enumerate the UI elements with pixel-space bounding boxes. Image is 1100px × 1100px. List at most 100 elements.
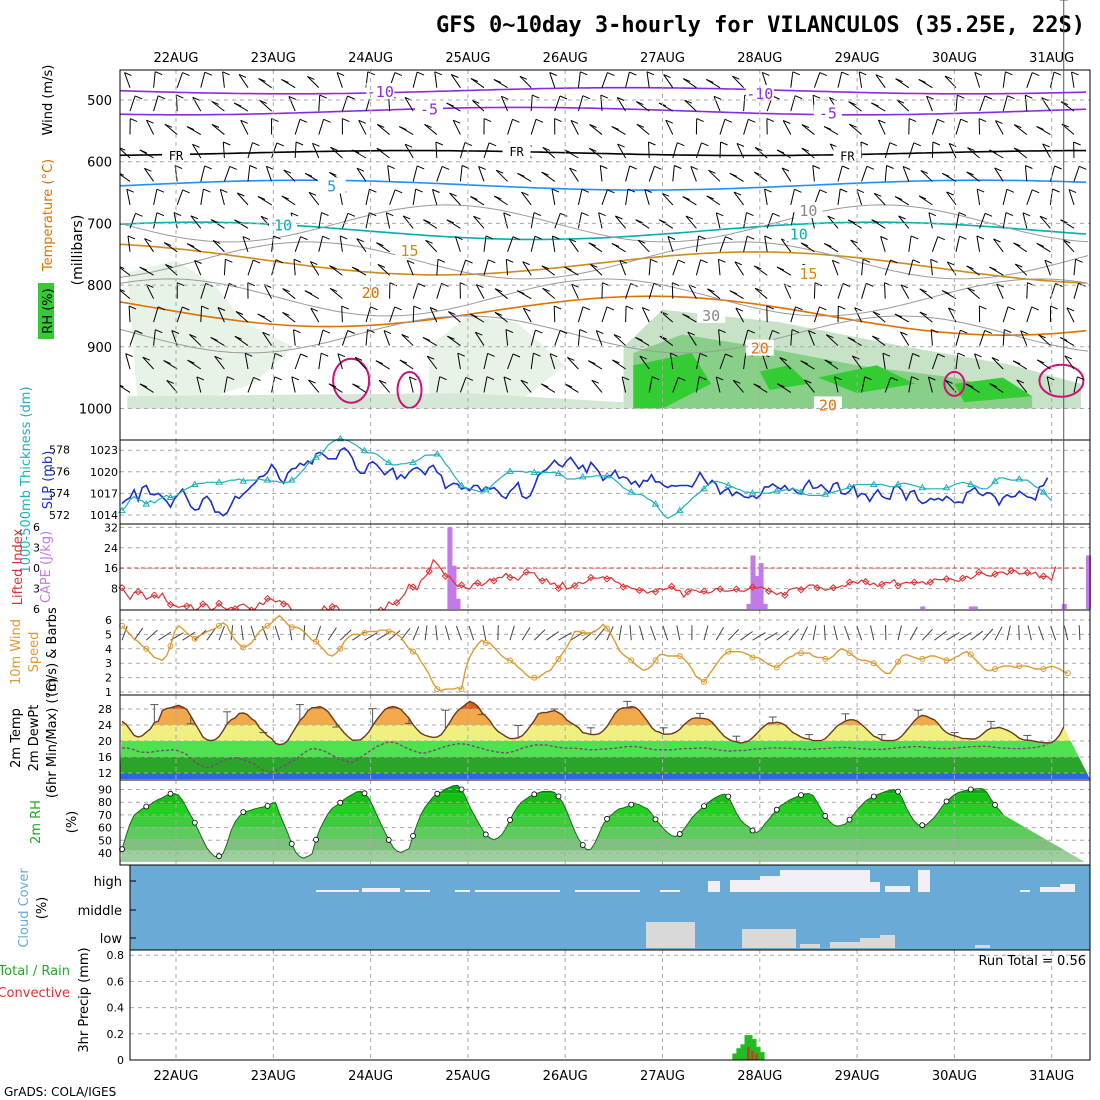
wind-barb-flag (754, 147, 763, 151)
wind-barb (764, 189, 768, 205)
wind-barb (459, 377, 467, 393)
wind-tick-label: 6 (105, 614, 112, 627)
wind10m-barb (509, 625, 515, 641)
wind-barb (639, 355, 650, 370)
wind10m-barb (444, 625, 450, 641)
wind-barb (309, 261, 320, 276)
wind10m-marker (555, 655, 562, 662)
wind-barb (153, 212, 158, 229)
wind10m-barb (727, 629, 740, 641)
wind-barb (790, 95, 796, 112)
wind-barb-flag (754, 265, 762, 270)
wind-barb (827, 215, 839, 229)
wind-barb (1044, 260, 1051, 276)
wind-barb-flag (1025, 165, 1033, 169)
cape-bar (762, 603, 768, 609)
wind-barb (734, 261, 745, 276)
wind10m-marker (628, 657, 635, 664)
rh2m-marker (507, 817, 513, 823)
wind-barb-flag (234, 335, 243, 340)
wind-barb (330, 146, 343, 159)
wind-barb-flag (1025, 94, 1033, 99)
wind-barb (341, 330, 349, 346)
wind-barb (541, 171, 556, 182)
wind-barb (695, 235, 700, 252)
wind-barb (743, 329, 749, 346)
wind-barb-flag (352, 383, 360, 388)
wind-barb-flag (777, 383, 785, 388)
rh-area (633, 353, 712, 409)
wind-barb-flag (542, 287, 550, 292)
wind-barb-flag (725, 353, 733, 358)
wind-barb-flag (211, 124, 220, 128)
rh2m-marker (749, 827, 756, 834)
wind-barb-flag (139, 266, 147, 271)
isotherm-label: FR (509, 145, 524, 159)
wind-barb (192, 144, 202, 159)
rh-tick-label: 50 (98, 834, 112, 847)
wind-barb (625, 306, 627, 323)
wind-barb (500, 96, 509, 112)
wind-barb-flag (920, 169, 928, 174)
wind-barb-flag (850, 239, 858, 244)
thickness-marker (966, 480, 975, 487)
wind-barb-flag (1016, 379, 1024, 384)
wind-barb (294, 141, 297, 159)
isotherm-label-bg (745, 339, 774, 356)
wind10m-marker (1016, 663, 1023, 670)
wind-barb (483, 235, 487, 252)
wind-barb (764, 235, 768, 252)
wind-barb-flag (329, 265, 337, 270)
wind-barb-flag (271, 118, 279, 123)
wind-barb (447, 335, 461, 346)
temp-band (120, 773, 1090, 779)
wind-barb-flag (683, 78, 691, 83)
wind-barb-flag (173, 212, 182, 217)
wind-barb-flag (1005, 71, 1013, 76)
rh2m-label: 2m RH (29, 800, 44, 844)
wind-barb (884, 377, 892, 393)
wind-barb (672, 377, 679, 393)
wind-barb-flag (995, 120, 1003, 125)
wind-barb-flag (949, 143, 957, 147)
wind-barb-flag (367, 329, 375, 334)
wind-barb-flag (900, 284, 909, 289)
wind-barb-flag (377, 123, 385, 128)
wind-barb (294, 236, 302, 252)
wind-barb-flag (165, 264, 173, 268)
wind-barb (519, 75, 532, 89)
wind-barb-flag (472, 99, 480, 104)
wind-barb-flag (824, 359, 832, 364)
wind-barb-flag (834, 376, 842, 381)
wind-barb-flag (186, 126, 195, 131)
wind-barb-flag (394, 72, 403, 77)
wind10m-barb (468, 625, 475, 641)
wind-barb (1039, 215, 1051, 229)
li-marker (861, 577, 870, 586)
wind10m-barb (740, 631, 753, 641)
wind-barb-flag (729, 172, 737, 177)
wind-barb-flag (912, 353, 920, 357)
wind-barb-flag (930, 258, 938, 263)
wind10m-barb (752, 632, 766, 641)
wind-barb (145, 284, 155, 299)
wind-barb-flag (449, 192, 457, 197)
wind-barb-flag (182, 306, 190, 311)
wind-barb (884, 165, 888, 182)
wind10m-barb (570, 631, 584, 641)
rh2m-marker (628, 801, 635, 808)
cape-tick-label: 32 (104, 521, 118, 534)
wind-barb-flag (177, 282, 185, 287)
wind-barb (790, 189, 795, 206)
rh-band (120, 839, 1090, 851)
wind-barb (1062, 239, 1075, 253)
wind-barb-flag (733, 191, 742, 196)
wind-barb-flag (729, 290, 737, 295)
li-marker (797, 586, 805, 594)
wind10m-marker (337, 645, 344, 652)
wind-barb-flag (312, 142, 320, 147)
wind-barb-flag (588, 360, 596, 365)
wind-barb (621, 376, 627, 393)
wind-barb (600, 95, 603, 112)
wind-barb (719, 236, 726, 252)
